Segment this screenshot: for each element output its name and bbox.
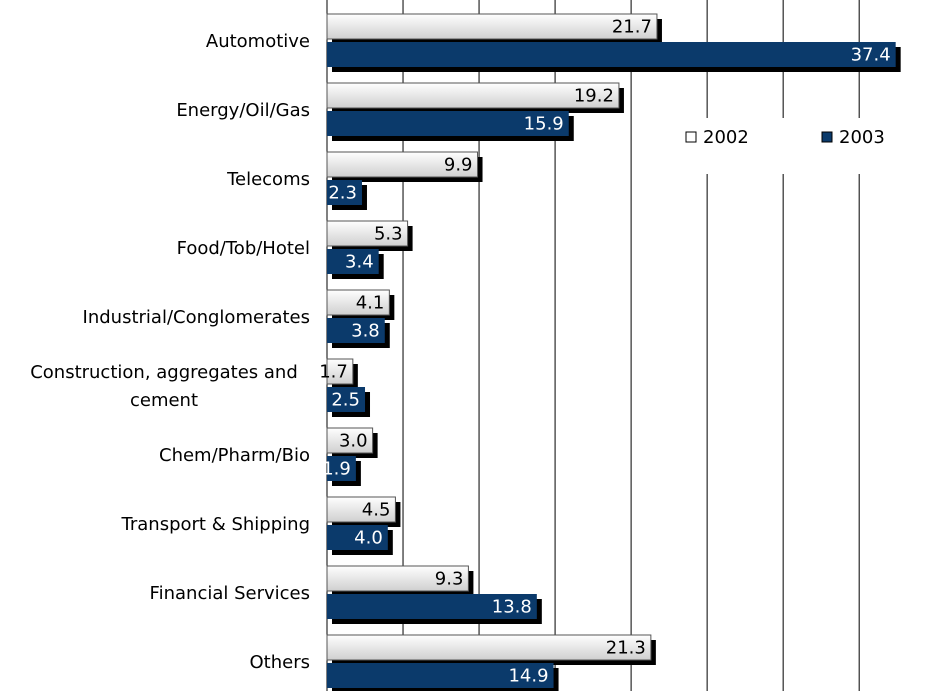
data-label: 13.8 (492, 597, 532, 618)
data-label: 2.5 (331, 390, 360, 411)
data-label: 14.9 (508, 666, 548, 687)
y-tick-label: Telecoms (10, 166, 310, 194)
legend-swatch (685, 131, 697, 143)
data-label: 2.3 (328, 183, 357, 204)
data-label: 4.0 (354, 528, 383, 549)
y-tick-label-text: Industrial/Conglomerates (82, 307, 310, 328)
bar (326, 220, 409, 247)
bar (326, 289, 390, 316)
data-label: 4.1 (356, 293, 385, 314)
data-label: 3.0 (339, 431, 368, 452)
legend-label: 2002 (703, 127, 749, 148)
data-label: 3.8 (351, 321, 380, 342)
y-tick-label: Others (10, 649, 311, 677)
bar (327, 594, 537, 619)
data-label: 37.4 (851, 45, 891, 66)
bar (327, 456, 356, 481)
y-tick-label: Transport & Shipping (10, 511, 310, 539)
legend-label: 2003 (839, 127, 885, 148)
bar (326, 634, 652, 661)
data-label: 21.3 (606, 638, 646, 659)
data-label: 1.7 (319, 362, 348, 383)
bar (327, 663, 554, 688)
y-tick-label-text: Chem/Pharm/Bio (159, 445, 310, 466)
bar (326, 427, 374, 454)
y-tick-label-text: Food/Tob/Hotel (176, 238, 310, 259)
data-label: 15.9 (524, 114, 564, 135)
y-tick-label-text: Telecoms (227, 169, 310, 190)
bar (326, 151, 479, 178)
data-label: 19.2 (574, 86, 614, 107)
y-tick-label: Construction, aggregates and cement (10, 359, 310, 415)
y-tick-label-text: Transport & Shipping (121, 514, 310, 535)
bar (327, 387, 366, 412)
y-tick-label: Energy/Oil/Gas (10, 97, 310, 125)
bar (327, 525, 388, 550)
data-label: 9.3 (435, 569, 464, 590)
y-tick-label-text: Automotive (205, 31, 310, 52)
data-label: 4.5 (362, 500, 391, 521)
y-tick-label: Automotive (10, 28, 310, 56)
bar (326, 565, 469, 592)
bar (326, 13, 658, 40)
legend-box (672, 118, 917, 174)
data-label: 5.3 (374, 224, 403, 245)
bar (327, 180, 362, 205)
y-tick-label: Financial Services (10, 580, 310, 608)
y-tick-label: Chem/Pharm/Bio (10, 442, 310, 470)
bar (327, 249, 379, 274)
bar (326, 82, 620, 109)
y-tick-label-text: Construction, aggregates and cement (30, 362, 298, 411)
y-tick-label-text: Financial Services (149, 583, 310, 604)
bar (327, 42, 896, 67)
y-tick-label: Food/Tob/Hotel (10, 235, 310, 263)
y-tick-label: Industrial/Conglomerates (10, 304, 310, 332)
bar (326, 496, 396, 523)
data-label: 9.9 (444, 155, 473, 176)
y-tick-label-text: Energy/Oil/Gas (176, 100, 310, 121)
data-label: 3.4 (345, 252, 374, 273)
y-tick-label-text: Others (249, 652, 311, 673)
bar (326, 358, 354, 385)
bar (327, 111, 569, 136)
legend-swatch (821, 131, 833, 143)
bar (327, 318, 385, 343)
data-label: 21.7 (612, 17, 652, 38)
data-label: 1.9 (322, 459, 351, 480)
